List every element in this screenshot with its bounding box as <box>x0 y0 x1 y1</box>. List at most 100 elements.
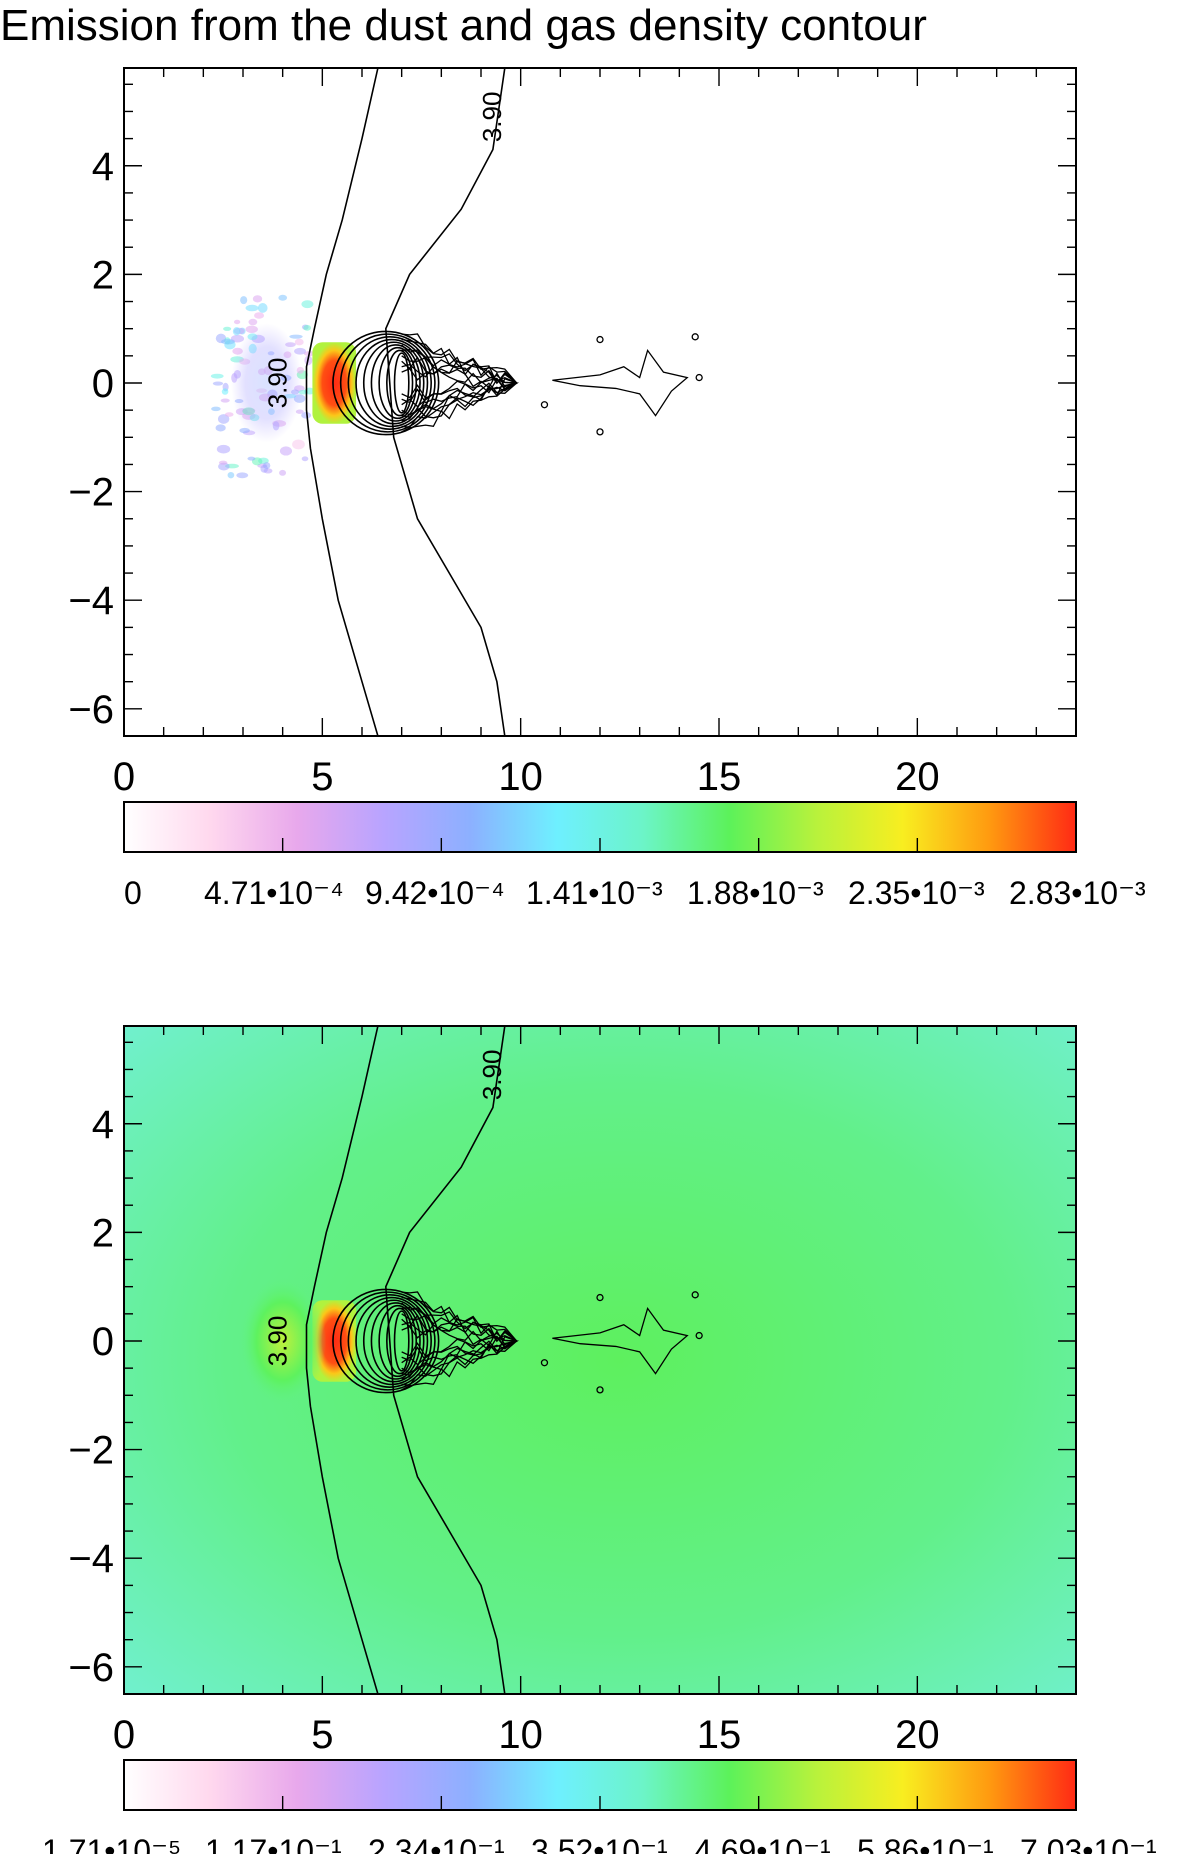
top-panel: 3.90 3.90 0 5 10 15 20 −6 −4 −2 0 2 4 0 4.71•10⁻⁴ 9.42•… <box>68 67 1146 911</box>
y-tick-label: 0 <box>92 362 114 406</box>
contour-cap <box>378 1304 418 1378</box>
page-title: Emission from the dust and gas density c… <box>0 1 927 50</box>
emission-speckle <box>216 444 231 454</box>
emission-speckle <box>294 338 304 346</box>
x-tick-label: 20 <box>895 755 940 799</box>
contour-cap <box>362 341 425 425</box>
colorbar: 1.71•10⁻⁵ 1.17•10⁻¹ 2.34•10⁻¹ 3.52•10⁻¹ 4.69… <box>42 1759 1157 1854</box>
contour-cap <box>355 338 429 428</box>
contour-islet <box>596 428 604 436</box>
contour-cap <box>347 336 432 430</box>
y-tick-label: 4 <box>92 145 114 189</box>
y-tick-label: −2 <box>68 1429 114 1473</box>
contour-cap <box>370 1302 421 1380</box>
contour-cap <box>386 1307 414 1375</box>
contour-label: 3.90 <box>477 92 507 143</box>
emission-speckle <box>301 300 314 309</box>
emission-speckle <box>232 327 241 336</box>
colorbar-tick-label: 2.83•10⁻³ <box>1009 875 1146 911</box>
emission-speckle <box>221 338 235 345</box>
emission-speckle <box>245 304 259 312</box>
colorbar-tick-label: 0 <box>124 875 142 911</box>
emission-speckle <box>301 456 309 462</box>
contour-islet <box>695 1331 703 1340</box>
contour-cap <box>393 352 410 414</box>
axes: 0 5 10 15 20 −6 −4 −2 0 2 4 <box>68 1025 1077 1757</box>
colorbar-tick-label: 7.03•10⁻¹ <box>1020 1833 1157 1854</box>
contour-cap <box>339 1291 436 1391</box>
x-tick-label: 15 <box>697 755 742 799</box>
contour-islet <box>596 1386 604 1394</box>
contour-label: 3.90 <box>263 1316 293 1367</box>
emission-speckle <box>263 462 271 470</box>
emission-speckle <box>236 472 249 479</box>
emission-speckle <box>220 398 230 403</box>
x-tick-label: 10 <box>498 1713 543 1757</box>
emission-field <box>124 68 1076 736</box>
contour-bow-inner <box>305 68 379 736</box>
contour-bow-outer <box>384 68 506 736</box>
colorbar: 0 4.71•10⁻⁴ 9.42•10⁻⁴ 1.41•10⁻³ 1.88•10⁻³ 2.3… <box>123 801 1146 911</box>
contour-cap <box>386 349 414 417</box>
y-tick-label: 2 <box>92 1211 114 1255</box>
contour-filament <box>552 1306 689 1375</box>
colorbar-tick-label: 2.35•10⁻³ <box>848 875 985 911</box>
contour-islet <box>596 1293 604 1302</box>
contour-filament <box>552 348 689 417</box>
y-tick-label: −4 <box>68 1537 114 1581</box>
colorbar-tick-label: 9.42•10⁻⁴ <box>365 875 505 911</box>
emission-speckle <box>210 373 224 379</box>
x-tick-label: 10 <box>498 755 543 799</box>
emission-speckle <box>240 296 248 305</box>
x-tick-label: 15 <box>697 1713 742 1757</box>
y-tick-label: −6 <box>68 1646 114 1690</box>
density-contours <box>305 68 703 736</box>
y-tick-label: 4 <box>92 1103 114 1147</box>
contour-cap <box>362 1299 425 1383</box>
x-tick-label: 5 <box>311 755 333 799</box>
emission-speckle <box>218 462 230 471</box>
emission-speckle <box>224 412 234 417</box>
contour-cap <box>393 1310 410 1372</box>
emission-speckle <box>278 294 288 301</box>
emission-speckle <box>221 388 229 395</box>
emission-speckle <box>257 303 268 313</box>
contour-label: 3.90 <box>477 1050 507 1101</box>
contour-wake <box>401 368 517 400</box>
contour-cap <box>332 1288 440 1394</box>
density-contours <box>305 1026 703 1694</box>
emission-speckle <box>233 319 241 325</box>
colorbar-tick-label: 4.71•10⁻⁴ <box>204 875 344 911</box>
x-tick-label: 0 <box>113 755 135 799</box>
emission-speckle <box>217 414 230 424</box>
emission-speckle <box>303 324 312 331</box>
emission-speckle <box>212 381 224 386</box>
contour-islet <box>540 1359 549 1367</box>
emission-halo <box>231 323 303 443</box>
emission-speckle <box>292 439 305 450</box>
y-tick-label: 2 <box>92 253 114 297</box>
colorbar-tick-label: 1.71•10⁻⁵ <box>42 1833 181 1854</box>
colorbar-tick-label: 1.88•10⁻³ <box>687 875 824 911</box>
contour-islet <box>540 401 549 409</box>
emission-speckle <box>223 326 232 331</box>
emission-speckle <box>247 456 256 461</box>
colorbar-tick-label: 3.52•10⁻¹ <box>531 1833 668 1854</box>
contour-islet <box>691 1291 699 1299</box>
y-tick-label: −2 <box>68 471 114 515</box>
emission-halo <box>239 1275 327 1407</box>
bottom-panel: 3.90 3.90 0 5 10 15 20 −6 −4 −2 0 2 4 1.71•10⁻⁵ 1.17•1… <box>42 1025 1157 1854</box>
emission-speckle <box>248 318 258 326</box>
contour-cap <box>355 1296 429 1386</box>
colorbar-tick-label: 1.41•10⁻³ <box>526 875 663 911</box>
contour-cap <box>339 333 436 433</box>
contour-bow-outer <box>384 1026 506 1694</box>
emission-field <box>124 1026 1076 1694</box>
contour-islet <box>691 333 699 341</box>
emission-speckle <box>215 424 226 432</box>
contour-cap <box>332 330 440 436</box>
emission-speckle <box>254 312 265 319</box>
colorbar-tick-label: 4.69•10⁻¹ <box>694 1833 831 1854</box>
emission-speckle <box>218 460 228 465</box>
x-tick-label: 5 <box>311 1713 333 1757</box>
